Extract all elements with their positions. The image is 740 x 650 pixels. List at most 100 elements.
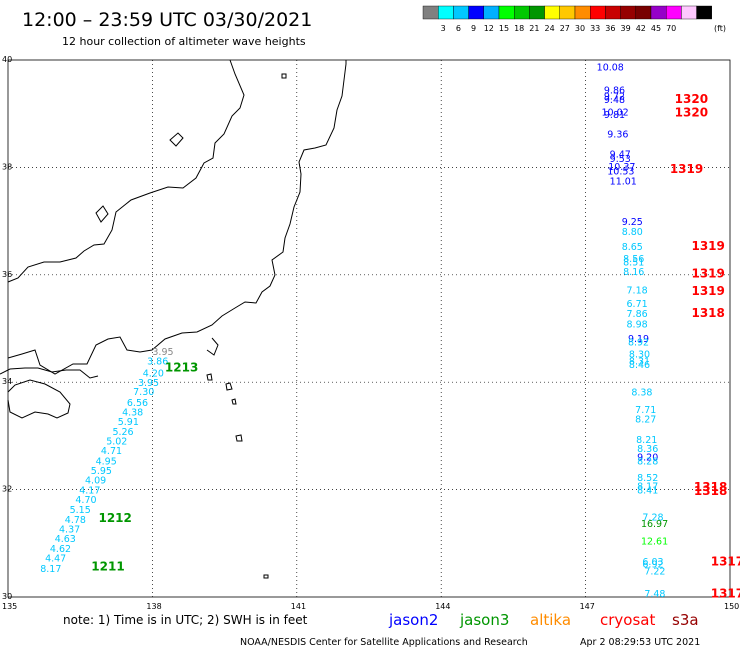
wave-height-label: 7.30 [133,387,154,398]
wave-height-label: 4.95 [96,456,117,467]
wave-height-label: 8.51 [623,258,644,269]
legend-tick-label: 3 [441,24,446,33]
shikoku-coastline [7,379,71,419]
longitude-label: 150 [724,602,739,611]
wave-height-label: 16.97 [641,519,668,530]
wave-height-label: 8.21 [636,435,657,446]
wave-height-label: 8.38 [631,388,652,399]
wave-height-label: 7.86 [627,309,648,320]
wave-height-label: 7.48 [644,589,665,600]
pass-time-label: 1212 [98,511,131,525]
satellite-name: jason2 [388,611,438,629]
wave-height-label: 5.02 [106,436,127,447]
longitude-label: 141 [291,602,306,611]
wave-height-label: 9.81 [604,110,625,121]
wave-height-label: 3.86 [147,356,168,367]
map-subtitle: 12 hour collection of altimeter wave hei… [62,35,306,48]
legend-swatch [605,5,621,20]
legend-swatch [438,5,454,20]
wave-height-label: 10.53 [607,166,634,177]
wave-height-label: 4.20 [143,368,164,379]
izu-island-4 [263,574,269,579]
wave-height-label: 6.56 [127,398,148,409]
wave-height-label: 6.03 [642,557,663,568]
wave-height-label: 9.19 [628,334,649,345]
legend-swatch [574,5,591,20]
izu-island-3 [235,434,243,442]
legend-tick-label: 9 [471,24,476,33]
wave-height-label: 8.52 [637,473,658,484]
legend-swatch [529,5,545,20]
longitude-label: 138 [146,602,161,611]
wave-height-label: 4.63 [55,534,76,545]
pass-time-label: 1211 [91,560,124,574]
legend-swatch [559,5,576,20]
legend-tick-label: 36 [605,24,615,33]
wave-height-label: 8.46 [629,360,650,371]
legend-tick-label: 6 [456,24,461,33]
longitude-label: 144 [435,602,450,611]
wave-height-label: 5.91 [118,417,139,428]
legend-swatch [514,5,530,20]
footer-credit: NOAA/NESDIS Center for Satellite Applica… [240,637,528,648]
legend-swatch [650,5,667,20]
kii-peninsula-coastline [0,367,99,379]
legend-swatch [544,5,560,20]
wave-height-label: 5.26 [112,427,133,438]
wave-height-label: 8.30 [629,349,650,360]
pass-time-label: 1318 [694,480,727,494]
wave-height-label: 4.78 [65,515,86,526]
wave-height-label: 3.95 [152,347,173,358]
wave-height-label: 4.71 [101,446,122,457]
wave-height-label: 5.95 [91,466,112,477]
pass-time-label: 1213 [165,360,198,374]
legend-tick-label: 39 [621,24,631,33]
pass-time-label: 1318 [691,306,724,320]
legend-tick-label: 33 [590,24,600,33]
wave-height-label: 9.53 [610,154,631,165]
island-small-2 [206,373,213,381]
legend-tick-label: 21 [529,24,539,33]
wave-height-label: 8.92 [628,338,649,349]
legend-tick-label: 15 [499,24,509,33]
legend-swatch [468,5,485,20]
wave-height-label: 8.17 [637,482,658,493]
legend-tick-label: 18 [514,24,524,33]
legend-swatch [590,5,606,20]
island-small-1 [281,73,287,79]
japan-coastline [0,59,347,579]
legend-tick-label: 42 [636,24,646,33]
wave-height-label: 7.71 [635,405,656,416]
wave-height-label: 8.41 [637,485,658,496]
pass-time-label: 1319 [691,266,724,280]
legend-swatch [620,5,636,20]
longitude-label: 147 [580,602,595,611]
legend-tick-label: 12 [484,24,494,33]
legend-tick-label: 30 [575,24,585,33]
wave-height-label: 9.47 [610,150,631,161]
legend-swatch [483,5,500,20]
pass-time-label: 1318 [694,484,727,498]
color-scale-legend: 3 6 9 12 15 18 21 24 27 30 33 36 39 42 45 70 [422,5,712,33]
wave-height-label: 8.28 [637,456,658,467]
legend-tick-label: 70 [666,24,676,33]
wave-height-label: 10.02 [601,107,628,118]
sado-island-coastline [169,132,184,147]
wave-height-label: 8.98 [627,319,648,330]
legend-swatch [635,5,652,20]
legend-tick-label: 45 [651,24,661,33]
wave-height-label: 8.16 [623,267,644,278]
latitude-label: 40 [2,55,12,64]
wave-height-label: 12.61 [641,536,668,547]
latitude-label: 32 [2,485,12,494]
wave-height-label: 6.92 [642,559,663,570]
wave-height-label: 10.37 [608,162,635,173]
pass-time-label: 1319 [670,162,703,176]
satellite-name: s3a [672,611,699,629]
wave-height-label: 4.47 [45,554,66,565]
map-title: 12:00 – 23:59 UTC 03/30/2021 [22,9,312,31]
latitude-label: 34 [2,377,12,386]
satellite-name: cryosat [600,611,655,629]
